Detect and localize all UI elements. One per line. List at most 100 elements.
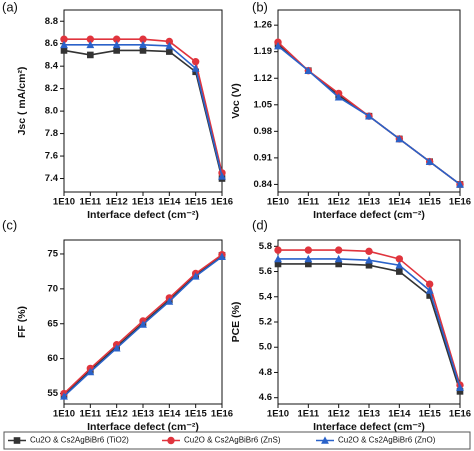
x-tick-label: 1E16 xyxy=(211,409,233,420)
y-tick-label: 65 xyxy=(47,318,58,329)
marker xyxy=(365,261,373,269)
marker xyxy=(396,268,403,275)
marker xyxy=(274,260,282,268)
x-tick-label: 1E12 xyxy=(328,409,350,420)
marker xyxy=(334,254,343,263)
y-tick-label: 70 xyxy=(47,283,58,294)
marker xyxy=(335,260,342,268)
y-tick-label: 1.12 xyxy=(254,73,273,84)
x-tick-label: 1E14 xyxy=(158,197,181,208)
x-tick-label: 1E13 xyxy=(132,409,154,420)
x-tick-label: 1E11 xyxy=(297,409,319,420)
x-tick-label: 1E15 xyxy=(419,409,442,420)
series-line xyxy=(278,249,461,386)
x-tick-label: 1E15 xyxy=(185,409,208,420)
marker xyxy=(166,48,173,55)
y-tick-label: 5.8 xyxy=(259,241,272,252)
marker xyxy=(334,246,343,254)
y-tick-label: 8.8 xyxy=(45,16,58,27)
y-tick-label: 4.6 xyxy=(259,392,272,403)
series-line xyxy=(64,44,223,177)
marker xyxy=(60,47,68,54)
marker xyxy=(139,35,147,43)
x-tick-label: 1E14 xyxy=(388,197,411,208)
marker xyxy=(395,255,404,263)
marker xyxy=(456,180,464,188)
marker xyxy=(87,51,94,59)
marker xyxy=(456,383,464,391)
marker xyxy=(425,280,434,288)
x-tick-label: 1E12 xyxy=(106,409,128,420)
plot-frame xyxy=(277,239,461,405)
marker xyxy=(218,172,226,180)
legend-frame xyxy=(3,431,471,450)
x-axis-title: Interface defect (cm⁻²) xyxy=(313,421,425,433)
x-tick-label: 1E14 xyxy=(388,409,411,420)
y-tick-label: 8.4 xyxy=(45,61,59,72)
marker xyxy=(395,134,404,143)
marker xyxy=(395,261,404,269)
marker xyxy=(60,392,68,400)
marker xyxy=(60,35,68,43)
marker xyxy=(60,40,68,49)
x-tick-label: 1E16 xyxy=(211,197,233,208)
x-axis-title: Interface defect (cm⁻²) xyxy=(313,209,425,221)
y-tick-label: 75 xyxy=(47,248,58,259)
y-axis-title: Jsc ( mA/cm²) xyxy=(16,67,28,136)
y-tick-label: 7.4 xyxy=(45,173,59,184)
y-tick-label: 7.6 xyxy=(45,151,58,162)
marker xyxy=(365,112,373,120)
y-tick-label: 1.05 xyxy=(254,99,273,110)
y-tick-label: 4.8 xyxy=(259,367,272,378)
y-tick-label: 5.4 xyxy=(259,291,273,302)
marker xyxy=(167,436,175,445)
panel-label: (a) xyxy=(2,0,18,14)
marker xyxy=(112,40,121,49)
marker xyxy=(165,41,174,50)
legend-label: Cu2O & Cs2AgBiBr6 (ZnO) xyxy=(338,436,436,445)
y-tick-label: 7.8 xyxy=(45,128,58,139)
marker xyxy=(112,35,121,43)
marker xyxy=(274,246,282,254)
y-tick-label: 5.2 xyxy=(259,317,272,328)
x-tick-label: 1E10 xyxy=(53,197,75,208)
y-tick-label: 0.98 xyxy=(254,126,273,137)
marker xyxy=(274,254,282,263)
y-axis-title: FF (%) xyxy=(16,306,28,338)
x-tick-label: 1E10 xyxy=(267,409,289,420)
legend: Cu2O & Cs2AgBiBr6 (TiO2) Cu2O & Cs2AgBiBr… xyxy=(3,431,471,450)
x-tick-label: 1E13 xyxy=(358,197,380,208)
marker xyxy=(191,272,200,280)
marker xyxy=(321,436,329,444)
x-tick-label: 1E13 xyxy=(132,197,154,208)
marker xyxy=(139,47,147,54)
y-tick-label: 55 xyxy=(47,388,58,399)
marker xyxy=(426,292,433,299)
panel-label: (b) xyxy=(252,0,268,14)
marker xyxy=(139,40,147,49)
y-tick-label: 8.2 xyxy=(45,83,58,94)
x-tick-label: 1E12 xyxy=(106,197,128,208)
panel-label: (c) xyxy=(2,217,17,232)
marker xyxy=(304,66,313,74)
marker xyxy=(425,286,434,294)
marker xyxy=(365,247,373,256)
series-line xyxy=(278,258,461,388)
marker xyxy=(334,93,343,101)
x-tick-label: 1E16 xyxy=(449,409,471,420)
marker xyxy=(305,260,312,268)
marker xyxy=(86,367,95,376)
x-tick-label: 1E14 xyxy=(158,409,181,420)
y-tick-label: 0.91 xyxy=(254,152,273,163)
marker xyxy=(86,40,95,49)
marker xyxy=(425,157,434,165)
plot-frame xyxy=(277,9,461,193)
y-tick-label: 1.19 xyxy=(254,46,273,57)
x-tick-label: 1E11 xyxy=(297,197,319,208)
marker xyxy=(191,64,200,72)
x-axis-title: Interface defect (cm⁻²) xyxy=(87,421,199,433)
x-tick-label: 1E15 xyxy=(419,197,442,208)
marker xyxy=(113,47,120,54)
y-tick-label: 5.6 xyxy=(259,266,272,277)
